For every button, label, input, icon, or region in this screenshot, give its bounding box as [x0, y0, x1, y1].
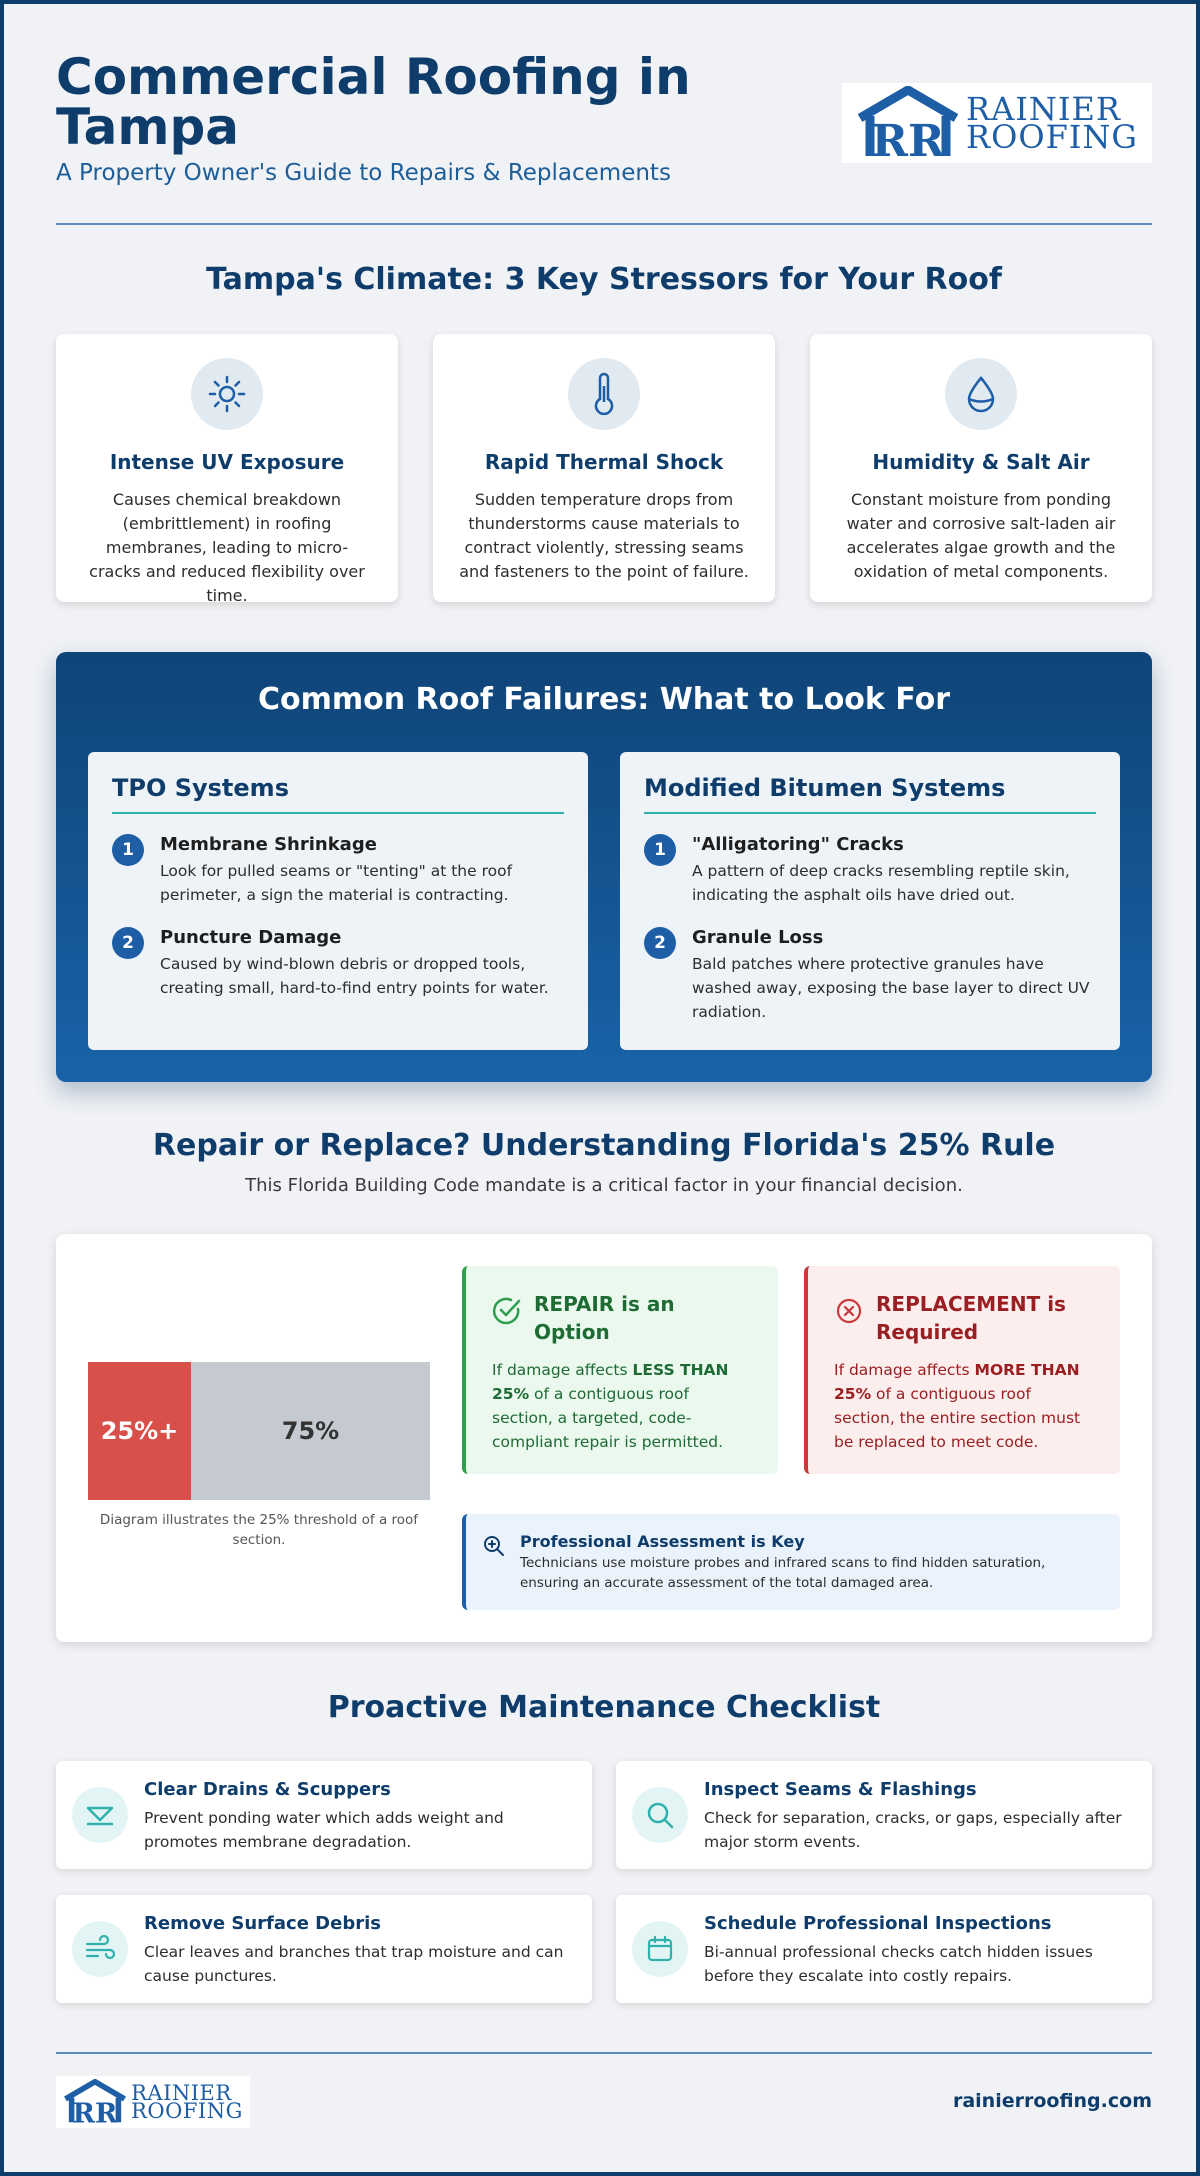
item-text: Look for pulled seams or "tenting" at th… [160, 862, 513, 904]
logo-house-icon: RR [857, 86, 959, 160]
checklist-item-text: Clear leaves and branches that trap mois… [144, 1943, 564, 1985]
list-item: 2 Granule Loss Bald patches where protec… [644, 927, 1096, 1024]
footer-logo[interactable]: RR RAINIER ROOFING [56, 2076, 250, 2128]
water-drop-icon [967, 376, 995, 413]
item-title: Membrane Shrinkage [160, 834, 377, 855]
failures-section: Common Roof Failures: What to Look For T… [56, 652, 1152, 1082]
checklist-item-drains: Clear Drains & Scuppers Prevent ponding … [56, 1761, 592, 1869]
item-title: "Alligatoring" Cracks [692, 834, 904, 855]
rule-title: Repair or Replace? Understanding Florida… [152, 1128, 1056, 1163]
assessment-note: Professional Assessment is Key Technicia… [462, 1514, 1120, 1610]
wind-icon [85, 1934, 116, 1960]
company-logo[interactable]: RR RAINIER ROOFING [842, 83, 1152, 163]
replace-option-card: REPLACEMENT is Required If damage affect… [804, 1266, 1120, 1474]
climate-card-text: Constant moisture from ponding water and… [846, 490, 1116, 581]
rule-intro: This Florida Building Code mandate is a … [245, 1175, 963, 1196]
climate-card-text: Sudden temperature drops from thundersto… [459, 490, 749, 581]
checklist-item-seams: Inspect Seams & Flashings Check for sepa… [616, 1761, 1152, 1869]
threshold-bar: 25%+ 75% [88, 1362, 430, 1500]
climate-card-title: Rapid Thermal Shock [484, 450, 724, 474]
repair-text: If damage affects LESS THAN 25% of a con… [492, 1361, 729, 1451]
climate-card-thermal: Rapid Thermal Shock Sudden temperature d… [433, 334, 775, 602]
assessment-title: Professional Assessment is Key [520, 1532, 805, 1551]
logo-wordmark: RAINIER ROOFING [966, 90, 1138, 156]
page-subtitle: A Property Owner's Guide to Repairs & Re… [56, 160, 671, 186]
checklist-item-debris: Remove Surface Debris Clear leaves and b… [56, 1895, 592, 2003]
climate-card-text: Causes chemical breakdown (embrittlement… [89, 490, 365, 605]
magnifier-icon [647, 1802, 674, 1829]
item-text: Bald patches where protective granules h… [692, 955, 1090, 1021]
bar-caption: Diagram illustrates the 25% threshold of… [99, 1512, 419, 1548]
tpo-panel: TPO Systems 1 Membrane Shrinkage Look fo… [88, 752, 588, 1050]
header-divider [56, 223, 1152, 225]
svg-text:RR: RR [73, 2098, 118, 2125]
checklist-item-inspections: Schedule Professional Inspections Bi-ann… [616, 1895, 1152, 2003]
drain-icon [86, 1806, 114, 1826]
climate-card-title: Intense UV Exposure [109, 450, 345, 474]
list-item: 1 Membrane Shrinkage Look for pulled sea… [112, 834, 564, 907]
zoom-in-icon [484, 1536, 504, 1556]
checklist-item-title: Inspect Seams & Flashings [704, 1779, 977, 1800]
item-text: Caused by wind-blown debris or dropped t… [160, 955, 549, 997]
checklist-item-text: Check for separation, cracks, or gaps, e… [704, 1809, 1122, 1851]
bitumen-panel: Modified Bitumen Systems 1 "Alligatoring… [620, 752, 1120, 1050]
checklist-title: Proactive Maintenance Checklist [327, 1690, 881, 1725]
number-badge: 2 [112, 927, 144, 959]
number-badge: 1 [112, 834, 144, 866]
checklist-item-text: Prevent ponding water which adds weight … [144, 1809, 504, 1851]
checklist-item-title: Clear Drains & Scuppers [144, 1779, 391, 1800]
number-badge: 1 [644, 834, 676, 866]
list-item: 2 Puncture Damage Caused by wind-blown d… [112, 927, 564, 1000]
calendar-icon [647, 1935, 673, 1962]
item-title: Granule Loss [692, 927, 824, 948]
bar-segment-remaining: 75% [191, 1362, 430, 1500]
item-title: Puncture Damage [160, 927, 342, 948]
header: Commercial Roofing in Tampa A Property O… [56, 48, 1152, 186]
panel-title: Modified Bitumen Systems [644, 774, 1096, 814]
climate-card-humidity: Humidity & Salt Air Constant moisture fr… [810, 334, 1152, 602]
logo-house-icon: RR [64, 2079, 127, 2125]
replace-title: REPLACEMENT is Required [876, 1292, 1066, 1344]
assessment-text: Technicians use moisture probes and infr… [520, 1555, 1046, 1591]
list-item: 1 "Alligatoring" Cracks A pattern of dee… [644, 834, 1096, 907]
svg-text:RR: RR [871, 116, 945, 160]
item-text: A pattern of deep cracks resembling rept… [692, 862, 1070, 904]
checklist-item-title: Remove Surface Debris [144, 1913, 381, 1934]
check-circle-icon [492, 1297, 521, 1325]
climate-title: Tampa's Climate: 3 Key Stressors for You… [206, 262, 1002, 297]
checklist-item-title: Schedule Professional Inspections [704, 1913, 1052, 1934]
bar-segment-over: 25%+ [88, 1362, 191, 1500]
website-link[interactable]: rainierroofing.com [952, 2090, 1152, 2112]
page-title: Commercial Roofing in Tampa [56, 48, 691, 156]
checklist-item-text: Bi-annual professional checks catch hidd… [704, 1943, 1093, 1985]
climate-card-title: Humidity & Salt Air [872, 450, 1090, 474]
logo-wordmark: RAINIER ROOFING [131, 2081, 243, 2123]
sun-icon [208, 375, 246, 413]
rule-box: 25%+ 75% Diagram illustrates the 25% thr… [56, 1234, 1152, 1642]
failures-title: Common Roof Failures: What to Look For [257, 682, 950, 717]
repair-option-card: REPAIR is an Option If damage affects LE… [462, 1266, 778, 1474]
climate-card-uv: Intense UV Exposure Causes chemical brea… [56, 334, 398, 605]
x-circle-icon [836, 1298, 862, 1324]
replace-text: If damage affects MORE THAN 25% of a con… [834, 1361, 1081, 1451]
footer-divider [56, 2052, 1152, 2054]
panel-title: TPO Systems [112, 774, 564, 814]
thermometer-icon [594, 372, 614, 416]
repair-title: REPAIR is an Option [534, 1292, 675, 1344]
number-badge: 2 [644, 927, 676, 959]
